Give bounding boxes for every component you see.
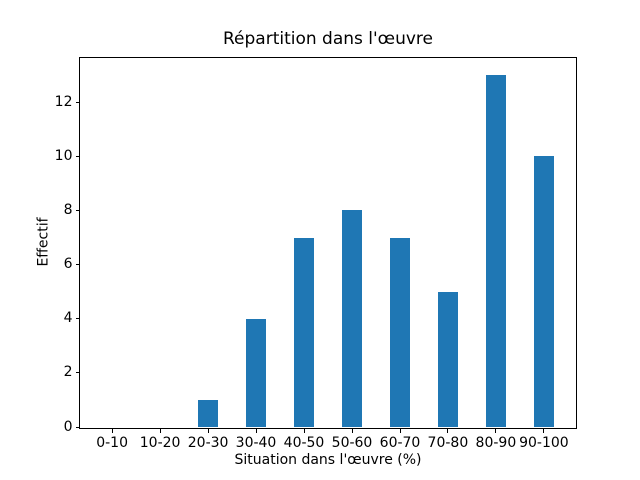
y-tick-mark (75, 101, 80, 103)
x-tick-label: 70-80 (427, 434, 469, 451)
bar-50-60 (341, 210, 362, 427)
bar-80-90 (485, 75, 506, 427)
x-tick-label: 90-100 (519, 434, 569, 451)
bar-30-40 (246, 318, 267, 427)
bar-70-80 (437, 291, 458, 427)
y-tick-label: 8 (63, 201, 73, 218)
x-tick-mark (303, 428, 305, 433)
x-tick-mark (207, 428, 209, 433)
y-tick-mark (75, 426, 80, 428)
y-tick-mark (75, 372, 80, 374)
y-tick-label: 2 (63, 364, 73, 381)
y-tick-label: 6 (63, 256, 73, 273)
x-tick-mark (447, 428, 449, 433)
y-tick-label: 4 (63, 310, 73, 327)
x-tick-label: 0-10 (96, 434, 128, 451)
y-tick-label: 10 (54, 147, 73, 164)
y-tick-label: 12 (54, 93, 73, 110)
x-tick-label: 80-90 (475, 434, 517, 451)
x-tick-mark (255, 428, 257, 433)
x-tick-label: 20-30 (187, 434, 229, 451)
y-tick-label: 0 (63, 418, 73, 435)
x-tick-mark (495, 428, 497, 433)
y-tick-mark (75, 155, 80, 157)
y-tick-mark (75, 264, 80, 266)
y-tick-mark (75, 209, 80, 211)
bar-90-100 (533, 156, 554, 427)
x-tick-mark (111, 428, 113, 433)
chart-title: Répartition dans l'œuvre (222, 29, 433, 49)
bar-40-50 (293, 237, 314, 427)
x-axis-label: Situation dans l'œuvre (%) (234, 452, 422, 468)
x-tick-mark (543, 428, 545, 433)
x-tick-label: 40-50 (283, 434, 325, 451)
x-tick-mark (351, 428, 353, 433)
x-tick-mark (159, 428, 161, 433)
bar-20-30 (198, 399, 219, 427)
x-tick-label: 50-60 (331, 434, 373, 451)
x-tick-label: 10-20 (139, 434, 181, 451)
y-tick-mark (75, 318, 80, 320)
x-tick-label: 30-40 (235, 434, 277, 451)
bar-60-70 (389, 237, 410, 427)
x-tick-mark (399, 428, 401, 433)
y-axis-label: Effectif (35, 217, 52, 267)
x-tick-label: 60-70 (379, 434, 421, 451)
